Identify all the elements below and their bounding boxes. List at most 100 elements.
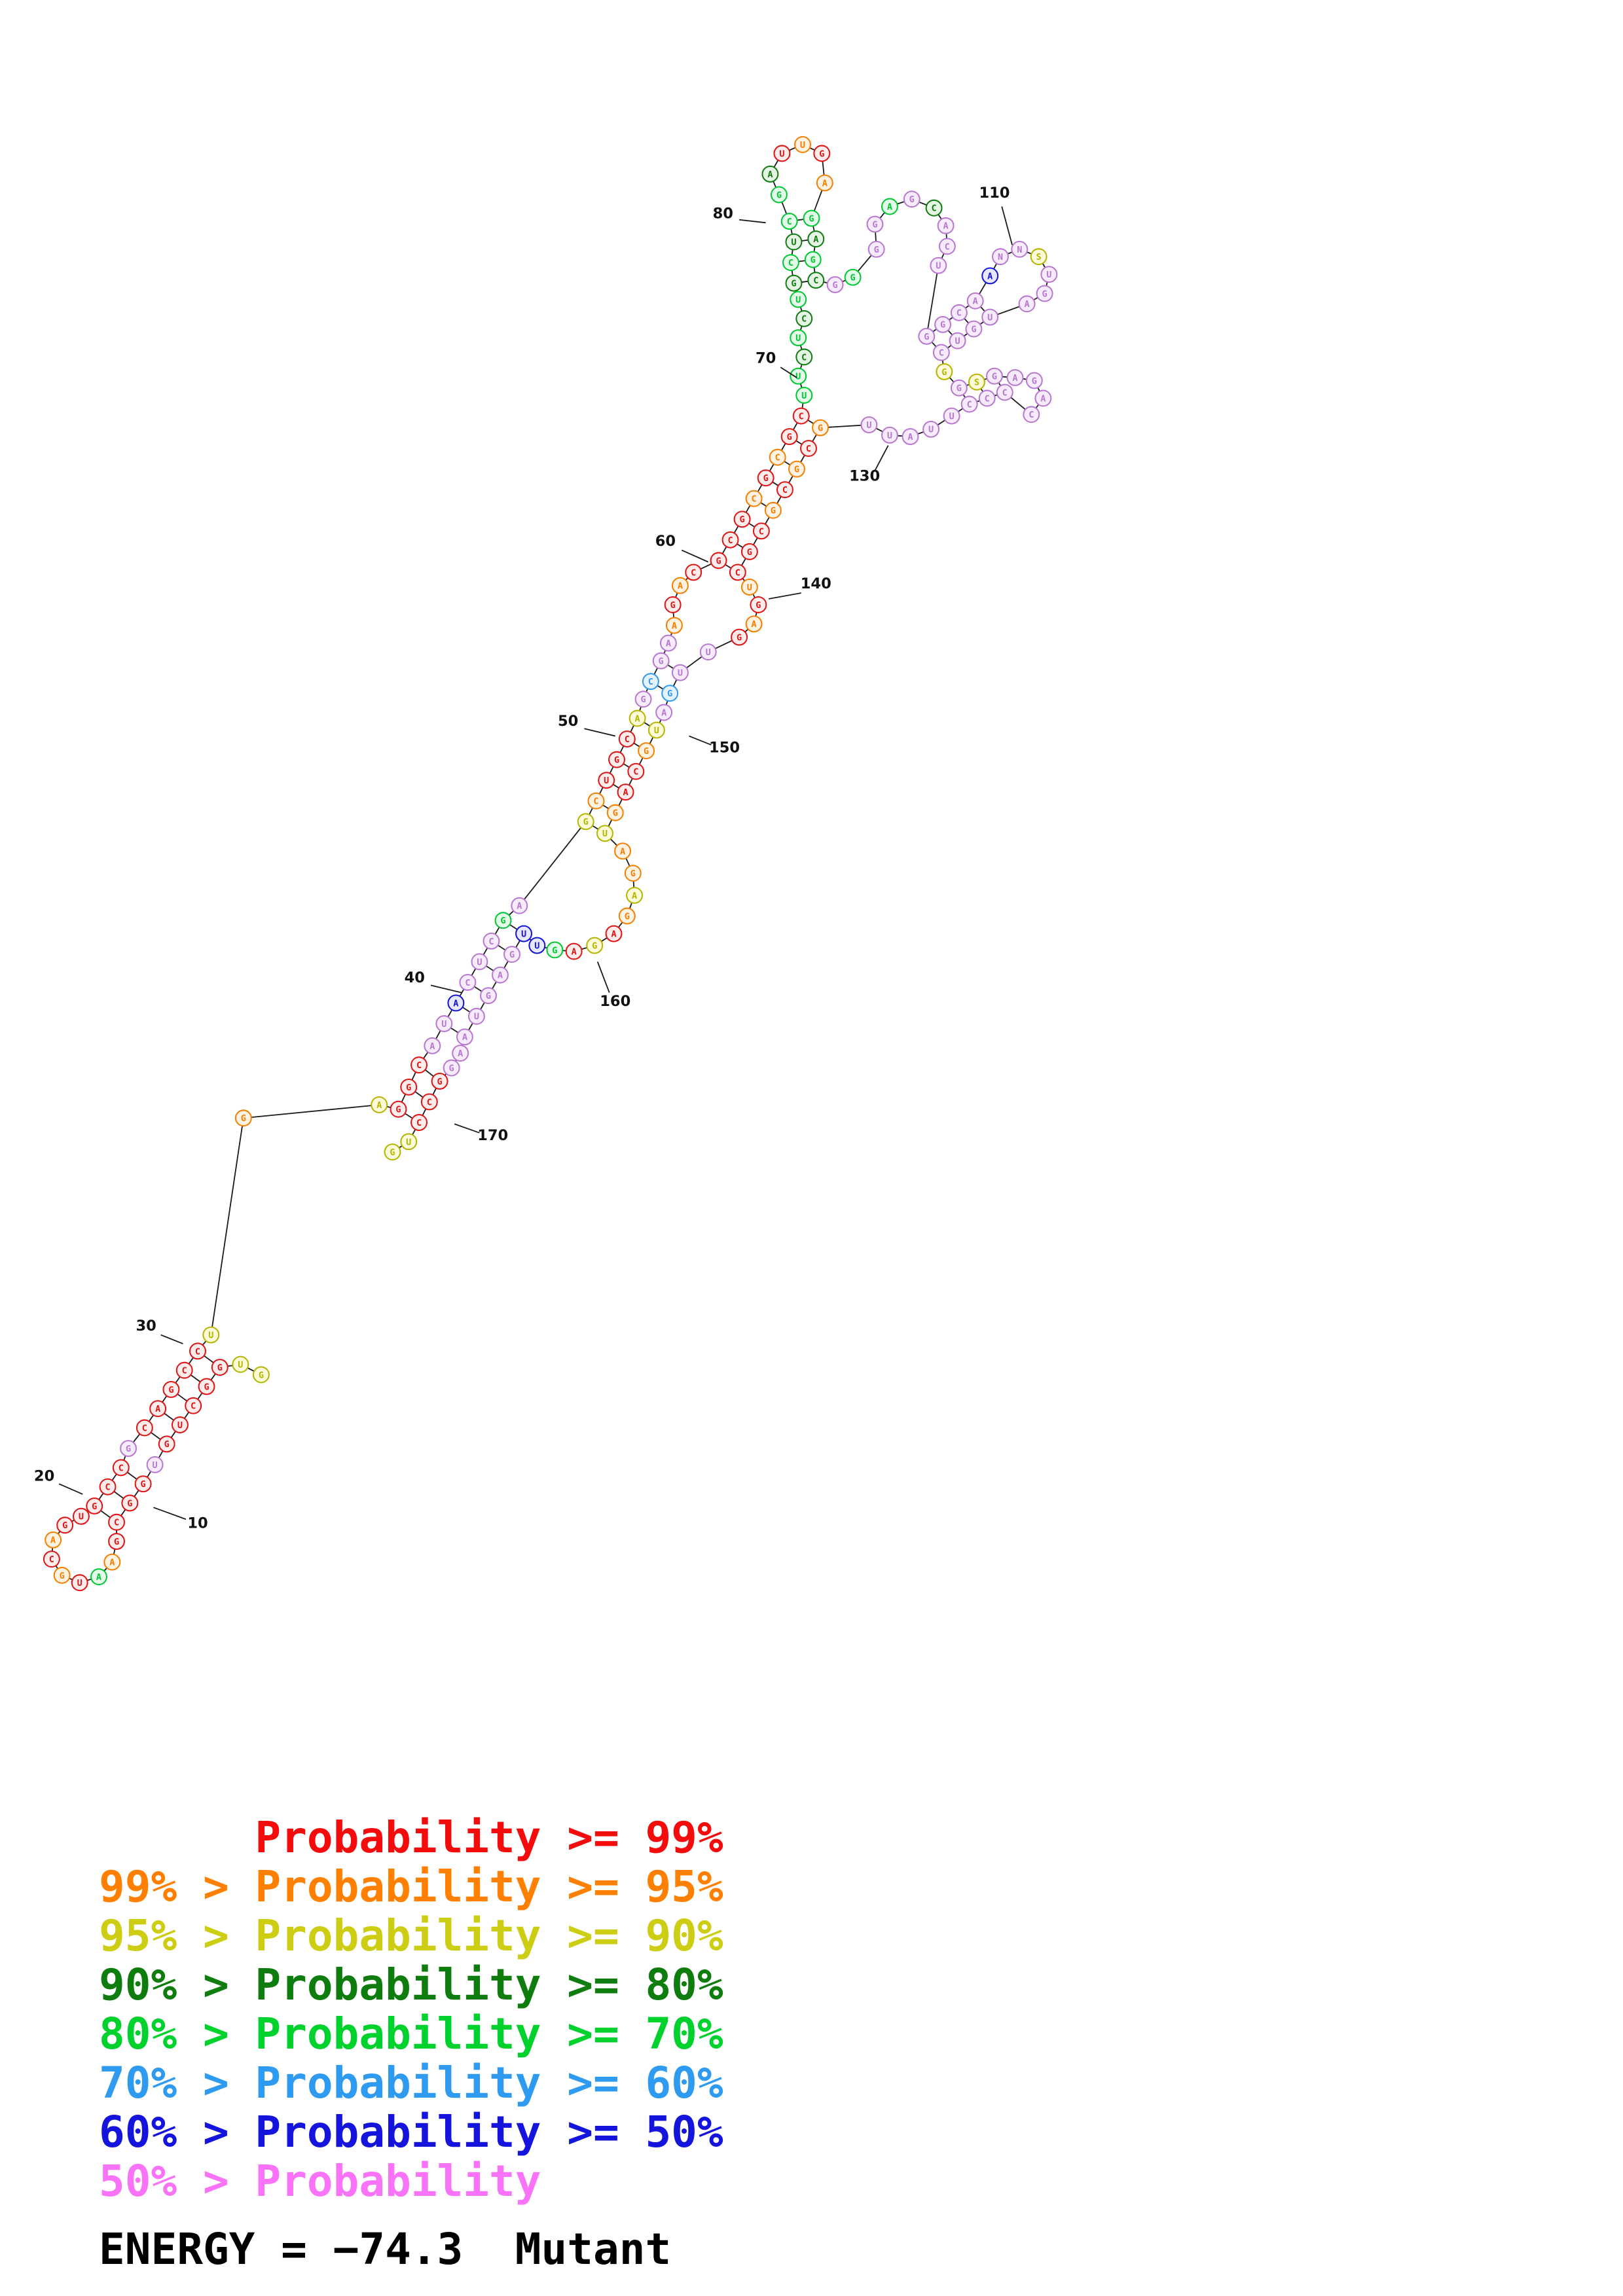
nucleotide-circle	[608, 751, 625, 768]
position-label: 50	[558, 713, 578, 730]
nucleotide-circle	[981, 267, 999, 285]
nucleotide-circle	[978, 389, 996, 407]
backbone-segment	[926, 265, 939, 336]
nucleotide-letter: G	[771, 506, 776, 516]
nucleotide-circle	[943, 407, 960, 425]
nucleotide-circle	[503, 946, 520, 963]
nucleotide-circle	[618, 907, 636, 925]
nucleotide-circle	[659, 634, 677, 652]
nucleotide-letter: G	[217, 1363, 223, 1373]
nucleotide-letter: G	[164, 1439, 170, 1450]
nucleotide-letter: G	[390, 1147, 395, 1158]
nucleotide-circle	[652, 652, 670, 670]
nucleotide-letter: G	[992, 372, 997, 382]
nucleotide-letter: G	[395, 1105, 401, 1115]
legend-line: 80% > Probability >= 70%	[99, 2009, 723, 2059]
nucleotide-circle	[515, 925, 532, 942]
nucleotide-circle	[642, 673, 659, 691]
nucleotide-circle	[189, 1342, 206, 1360]
nucleotide-circle	[826, 276, 844, 293]
nucleotide-circle	[511, 897, 528, 914]
nucleotide-letter: G	[641, 694, 646, 705]
nucleotide-letter: U	[79, 1512, 84, 1522]
nucleotide-letter: U	[604, 776, 609, 786]
nucleotide-letter: U	[153, 1460, 158, 1471]
nucleotide-letter: U	[801, 391, 807, 401]
nucleotide-letter: G	[449, 1064, 454, 1074]
nucleotide-letter: C	[931, 204, 936, 214]
nucleotide-circle	[1030, 248, 1048, 266]
nucleotide-letter: G	[92, 1501, 97, 1512]
nucleotide-circle	[234, 1109, 252, 1127]
nucleotide-circle	[435, 1015, 453, 1032]
nucleotide-circle	[598, 772, 615, 789]
nucleotide-letter: G	[241, 1113, 246, 1124]
nucleotide-circle	[665, 617, 683, 634]
probability-legend: Probability >= 99% 99% > Probability >= 9…	[99, 1813, 723, 2206]
nucleotide-letter: A	[666, 639, 671, 649]
nucleotide-letter: C	[119, 1463, 124, 1473]
nucleotide-circle	[596, 825, 613, 842]
nucleotide-letter: S	[974, 378, 979, 388]
nucleotide-circle	[171, 1416, 189, 1433]
nucleotide-circle	[661, 685, 679, 702]
nucleotide-letter: U	[747, 583, 752, 593]
nucleotide-circle	[447, 994, 465, 1012]
position-label-leader	[689, 735, 712, 745]
nucleotide-circle	[431, 1072, 448, 1090]
nucleotide-letter: C	[465, 978, 470, 988]
nucleotide-circle	[565, 942, 583, 960]
nucleotide-circle	[795, 387, 813, 404]
nucleotide-letter: U	[800, 140, 805, 151]
position-label: 150	[709, 739, 740, 756]
nucleotide-letter: C	[782, 485, 788, 495]
nucleotide-circle	[773, 145, 791, 162]
energy-label: ENERGY = −74.3 Mutant	[99, 2224, 672, 2274]
nucleotide-circle	[996, 384, 1013, 401]
nucleotide-circle	[103, 1553, 121, 1571]
nucleotide-circle	[785, 274, 803, 292]
nucleotide-circle	[780, 213, 798, 230]
nucleotide-circle	[528, 937, 546, 954]
nucleotide-circle	[930, 257, 947, 274]
nucleotide-letter: G	[1032, 376, 1037, 386]
nucleotide-circle	[860, 416, 878, 434]
nucleotide-circle	[252, 1366, 270, 1384]
nucleotide-letter: C	[142, 1423, 147, 1433]
nucleotide-letter: A	[517, 901, 522, 912]
position-label-leader	[768, 592, 801, 600]
nucleotide-letter: G	[630, 869, 636, 879]
nucleotide-letter: C	[427, 1097, 432, 1107]
nucleotide-letter: G	[486, 991, 491, 1001]
nucleotide-letter: A	[376, 1100, 382, 1111]
nucleotide-letter: G	[500, 916, 505, 926]
nucleotide-letter: C	[945, 242, 950, 252]
nucleotide-circle	[770, 186, 788, 204]
nucleotide-letter: G	[592, 941, 597, 952]
nucleotide-letter: C	[648, 677, 653, 687]
nucleotide-circle	[1023, 406, 1040, 423]
nucleotide-letter: G	[1042, 289, 1048, 299]
nucleotide-letter: U	[238, 1360, 243, 1371]
nucleotide-circle	[745, 615, 763, 633]
nucleotide-circle	[1036, 285, 1053, 302]
position-label: 60	[655, 533, 676, 550]
nucleotide-circle	[108, 1513, 125, 1531]
nucleotide-letter: C	[727, 535, 733, 546]
nucleotide-letter: U	[936, 261, 941, 272]
nucleotide-circle	[371, 1096, 388, 1113]
nucleotide-letter: G	[794, 465, 799, 475]
nucleotide-letter: C	[105, 1482, 110, 1493]
nucleotide-letter: G	[552, 945, 557, 956]
nucleotide-letter: A	[50, 1535, 56, 1546]
nucleotide-letter: C	[416, 1060, 422, 1071]
nucleotide-circle	[981, 308, 999, 326]
nucleotide-circle	[1018, 295, 1036, 313]
nucleotide-letter: A	[752, 619, 757, 630]
nucleotide-letter: G	[644, 746, 649, 757]
nucleotide-letter: U	[795, 333, 801, 344]
nucleotide-letter: C	[195, 1346, 200, 1357]
nucleotide-circle	[627, 762, 645, 780]
